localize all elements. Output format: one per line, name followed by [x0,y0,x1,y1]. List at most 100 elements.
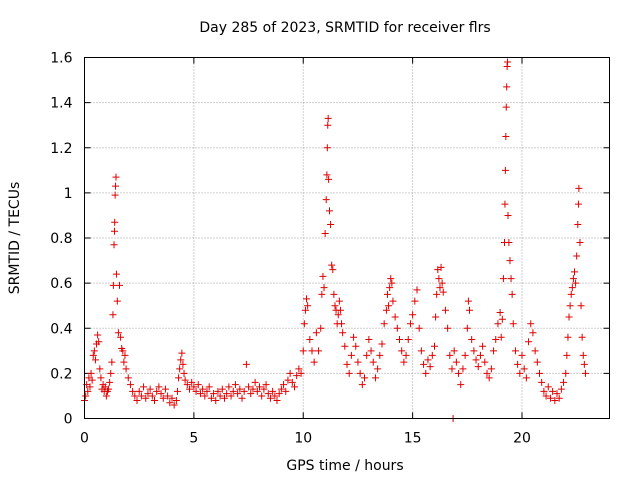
data-point [216,392,224,400]
data-point [508,290,516,298]
data-point [242,360,250,368]
data-point [312,329,320,337]
data-point [479,342,487,350]
data-point [574,220,582,228]
data-point [129,387,137,395]
data-point [504,58,512,66]
data-point [300,320,308,328]
data-point [317,324,325,332]
data-point [499,275,507,283]
data-point [238,394,246,402]
data-point [269,387,277,395]
data-point [363,351,371,359]
data-point [438,279,446,287]
y-tick-label: 1.4 [50,96,72,112]
data-point [531,347,539,355]
data-point [218,385,226,393]
data-point [256,383,263,391]
data-point [560,378,568,386]
data-point [553,390,561,398]
grid [84,57,610,419]
data-point [505,239,513,247]
data-point [481,358,489,366]
data-point [367,347,375,355]
data-point [284,376,292,384]
data-point [565,313,573,321]
data-points [81,58,589,422]
data-point [214,387,222,395]
data-point [188,378,196,386]
data-point [318,290,326,298]
data-point [409,311,417,319]
data-point [240,387,248,395]
data-point [497,333,505,341]
data-point [391,313,399,321]
data-point [133,396,141,404]
data-point [466,306,473,314]
data-point [350,333,358,341]
data-point [371,374,379,382]
data-point [114,329,122,337]
data-point [509,320,517,328]
data-point [567,290,575,298]
data-point [455,369,463,377]
data-point [338,320,346,328]
data-point [105,385,113,393]
x-tick-label: 15 [404,431,422,447]
data-point [137,392,145,400]
data-point [341,342,349,350]
y-tick-label: 0.8 [50,231,72,247]
data-point [121,351,129,359]
data-point [490,347,498,355]
data-point [439,288,447,296]
plot-frame [84,57,610,419]
data-point [492,336,500,344]
data-point [472,356,480,364]
data-point [501,166,509,174]
data-point [335,297,343,305]
data-point [400,358,408,366]
data-point [297,369,305,377]
data-point [247,390,255,398]
data-point [291,383,298,391]
data-point [564,333,572,341]
data-point [354,358,362,366]
data-point [380,320,388,328]
data-point [120,358,128,366]
data-point [88,376,96,384]
data-point [324,121,332,129]
y-axis-label: SRMTID / TECUs [7,182,23,295]
data-point [424,356,432,364]
data-point [266,394,274,402]
data-point [122,365,130,373]
data-point [433,290,441,298]
data-point [446,351,454,359]
data-point [516,369,524,377]
y-tick-label: 1.2 [50,141,72,157]
data-point [485,374,493,382]
data-point [262,381,270,389]
data-point [277,385,285,393]
data-point [557,385,565,393]
data-point [260,385,268,393]
data-point [468,336,476,344]
data-point [119,347,127,355]
data-point [186,385,193,393]
data-point [96,365,104,373]
data-point [378,340,386,348]
data-point [201,392,209,400]
data-point [518,351,526,359]
data-point [522,374,530,382]
data-point [476,351,484,359]
data-point [551,396,559,404]
data-point [572,279,580,287]
data-point [112,270,120,278]
data-point [157,390,165,398]
data-point [461,351,469,359]
data-point [361,374,368,382]
data-point [324,114,332,122]
data-point [577,302,585,310]
data-point [542,392,550,400]
data-point [356,369,364,377]
data-point [172,396,180,404]
